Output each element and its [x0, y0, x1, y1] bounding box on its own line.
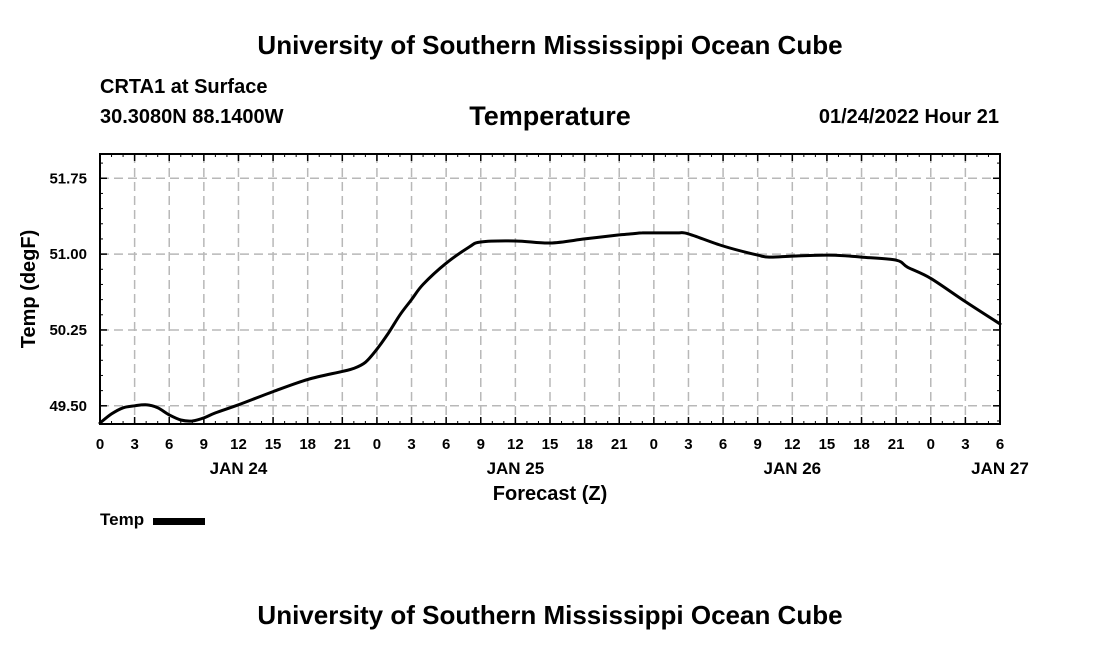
legend-line-swatch [153, 518, 206, 525]
x-tick-label: 15 [265, 436, 282, 453]
legend-label-temp: Temp [100, 510, 145, 529]
x-tick-label: 18 [299, 436, 316, 453]
x-tick-label: 6 [442, 436, 450, 453]
x-tick-label: 12 [230, 436, 247, 453]
x-axis-title: Forecast (Z) [493, 483, 607, 505]
y-axis-title: Temp (degF) [18, 230, 40, 349]
x-tick-label: 9 [477, 436, 485, 453]
x-tick-label: 6 [996, 436, 1004, 453]
legend: Temp [100, 510, 206, 530]
footer-title: University of Southern Mississippi Ocean… [257, 600, 843, 630]
x-tick-label: 12 [507, 436, 524, 453]
x-tick-label: 21 [611, 436, 628, 453]
x-tick-label: 6 [719, 436, 727, 453]
x-day-label: JAN 25 [487, 459, 545, 478]
x-tick-label: 3 [407, 436, 415, 453]
forecast-datetime: 01/24/2022 Hour 21 [818, 106, 999, 128]
x-tick-label: 0 [650, 436, 658, 453]
y-tick-label: 51.00 [49, 246, 87, 263]
x-tick-label: 3 [961, 436, 969, 453]
x-tick-label: 9 [200, 436, 208, 453]
x-tick-label: 0 [373, 436, 381, 453]
x-day-label: JAN 26 [763, 459, 821, 478]
x-tick-label: 9 [754, 436, 762, 453]
x-tick-label: 3 [684, 436, 692, 453]
series-line-temp [98, 231, 1002, 425]
x-tick-label: 21 [334, 436, 351, 453]
station-coordinates: 30.3080N 88.1400W [100, 106, 284, 128]
x-tick-label: 3 [130, 436, 138, 453]
station-name: CRTA1 at Surface [100, 76, 268, 98]
x-tick-label: 0 [927, 436, 935, 453]
x-tick-label: 21 [888, 436, 905, 453]
x-tick-label: 6 [165, 436, 173, 453]
x-tick-label: 15 [542, 436, 559, 453]
y-tick-label: 51.75 [49, 170, 87, 187]
chart-main-title: University of Southern Mississippi Ocean… [257, 30, 843, 60]
x-tick-label: 0 [96, 436, 104, 453]
x-day-label: JAN 27 [971, 459, 1029, 478]
y-tick-label: 49.50 [49, 398, 87, 415]
x-tick-label: 12 [784, 436, 801, 453]
variable-title: Temperature [469, 101, 631, 131]
x-tick-label: 15 [819, 436, 836, 453]
x-tick-label: 18 [853, 436, 870, 453]
x-tick-label: 18 [576, 436, 593, 453]
x-day-label: JAN 24 [210, 459, 268, 478]
y-tick-label: 50.25 [49, 322, 87, 339]
